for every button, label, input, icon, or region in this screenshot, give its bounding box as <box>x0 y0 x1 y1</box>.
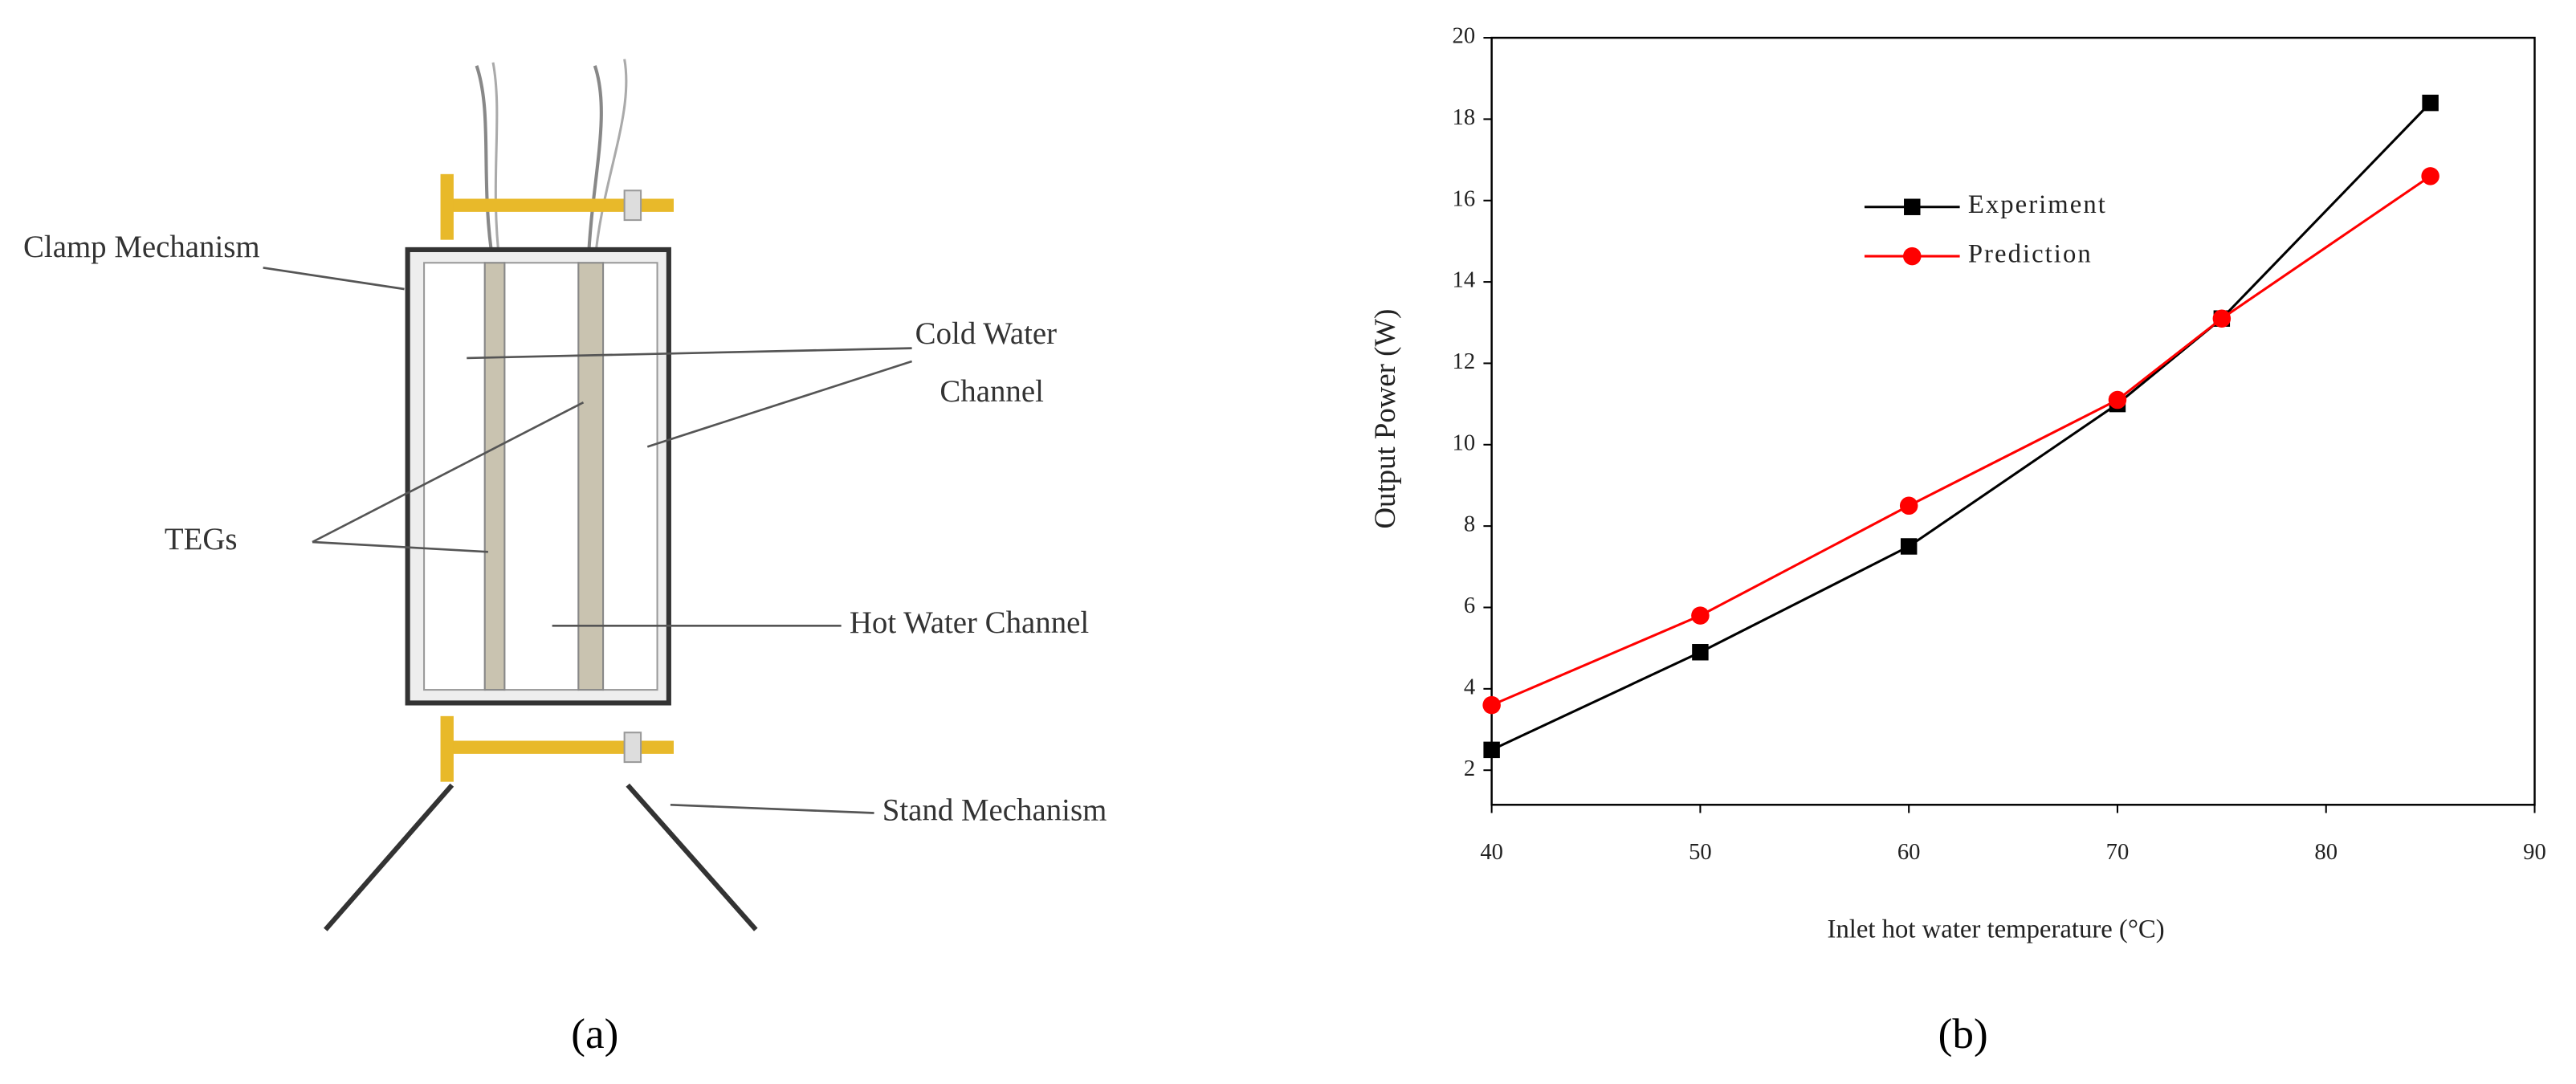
y-tick-label: 4 <box>1464 674 1475 699</box>
plot-frame <box>1490 36 2536 806</box>
clamp-bar <box>443 740 674 754</box>
y-tick-label: 6 <box>1464 593 1475 618</box>
caption: (b) <box>1938 1010 1988 1058</box>
caption: (a) <box>571 1010 618 1058</box>
teg <box>577 262 605 691</box>
channel <box>602 262 658 691</box>
legend-marker <box>1904 198 1921 215</box>
wire <box>593 59 628 263</box>
x-tick-label: 90 <box>2523 839 2546 865</box>
y-tick-label: 18 <box>1453 104 1476 130</box>
channel <box>423 262 486 691</box>
arrows <box>263 267 912 814</box>
y-tick-label: 16 <box>1453 185 1476 211</box>
x-tick-label: 70 <box>2106 839 2130 865</box>
clamp-bolt <box>440 173 454 240</box>
diagram-label: TEGs <box>165 522 238 556</box>
diagram: Clamp Mechanism Cold Water Channel TEGs … <box>23 59 1107 931</box>
legend-marker <box>1903 247 1922 266</box>
x-tick-label: 50 <box>1689 839 1712 865</box>
x-axis-label: Inlet hot water temperature (°C) <box>1828 915 2165 943</box>
teg <box>483 262 506 691</box>
arrow <box>646 360 912 448</box>
arrow <box>312 540 488 553</box>
y-tick-label: 20 <box>1453 23 1476 49</box>
clamp-bolt <box>440 715 454 782</box>
y-tick-label: 12 <box>1453 348 1476 374</box>
wire <box>475 65 495 263</box>
marker <box>1899 496 1918 516</box>
diagram-label: Stand Mechanism <box>882 793 1107 827</box>
y-tick-label: 10 <box>1453 430 1476 455</box>
legend-label: Prediction <box>1968 240 2093 269</box>
diagram-label: Cold Water <box>915 316 1057 351</box>
leg <box>324 783 454 931</box>
x-tick-label: 60 <box>1897 839 1921 865</box>
x-tick-label: 40 <box>1480 839 1503 865</box>
series-line <box>1490 102 2431 752</box>
clamp-nut <box>623 731 642 764</box>
clamp-nut <box>623 189 642 222</box>
y-tick-label: 14 <box>1453 267 1476 293</box>
arrow <box>312 401 585 544</box>
channel <box>503 262 580 691</box>
arrow <box>467 347 912 360</box>
series-line <box>1491 175 2431 707</box>
legend-label: Experiment <box>1968 190 2107 219</box>
marker <box>1483 741 1500 759</box>
marker <box>2108 390 2127 410</box>
marker <box>1900 538 1918 555</box>
clamp-bar <box>443 198 674 212</box>
marker <box>2212 309 2232 328</box>
x-tick-label: 80 <box>2314 839 2338 865</box>
wire <box>586 65 603 263</box>
arrow <box>263 267 405 291</box>
wire <box>491 62 501 263</box>
marker <box>2421 167 2439 185</box>
diagram-label: Channel <box>940 374 1044 409</box>
diagram-label: Hot Water Channel <box>850 605 1090 640</box>
arrow <box>670 803 874 814</box>
y-tick-label: 8 <box>1464 511 1475 537</box>
y-tick-label: 2 <box>1464 756 1475 781</box>
marker <box>1692 644 1709 661</box>
marker <box>2422 94 2439 112</box>
leg <box>626 783 758 931</box>
marker <box>1691 606 1710 625</box>
y-axis-label: Output Power (W) <box>1368 309 1401 529</box>
diagram-label: Clamp Mechanism <box>23 230 260 264</box>
marker <box>1482 695 1501 715</box>
